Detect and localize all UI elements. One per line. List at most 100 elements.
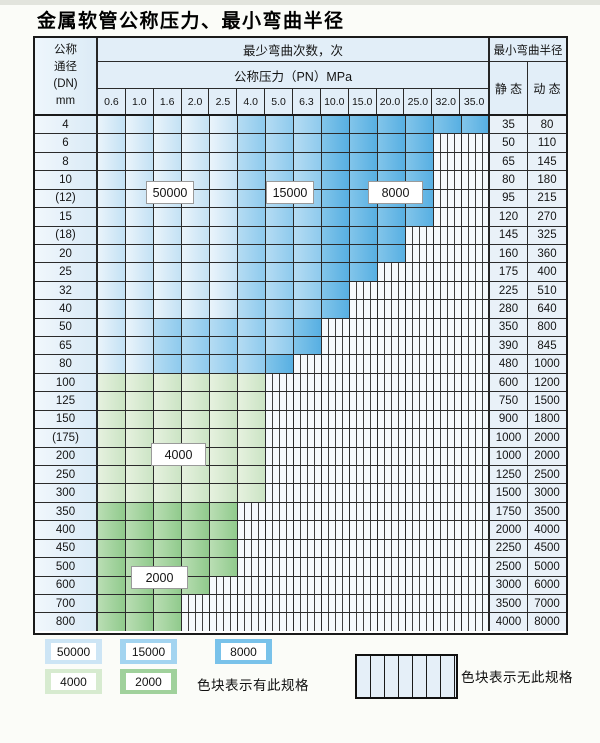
dynamic-radius-cell: 640 [528,300,566,318]
table-row: (18) 145 325 [35,226,566,245]
no-spec-cell [294,558,322,576]
dn-cell: 400 [35,521,98,539]
no-spec-cell [434,429,462,447]
dn-cell: 500 [35,558,98,576]
spec-cell [266,263,294,281]
spec-cell [294,263,322,281]
spec-cell [322,263,350,281]
no-spec-cell [462,337,490,355]
table-row: 125 750 1500 [35,392,566,411]
spec-cell [210,447,238,466]
no-spec-cell [350,392,378,410]
spec-cell [238,244,266,263]
no-spec-cell [294,429,322,447]
table-row: 500 2500 5000 [35,558,566,577]
no-spec-cell [462,171,490,189]
no-spec-cell [322,576,350,594]
table-row: 200 1000 2000 [35,447,566,467]
no-spec-cell [462,576,490,594]
no-spec-cell [322,373,350,392]
table-row: 800 4000 8000 [35,613,566,631]
no-spec-cell [238,576,266,594]
no-spec-cell [266,576,294,594]
pressure-columns-row: 0.6 1.0 1.6 2.0 2.5 4.0 5.0 6.3 10.0 15.0 20.0 25.0… [98,89,488,114]
spec-cell [154,244,182,263]
static-radius-cell: 2250 [490,539,528,558]
spec-cell [154,134,182,152]
spec-cell [126,318,154,337]
spec-cell [154,410,182,429]
static-radius-cell: 4000 [490,613,528,631]
spec-cell [294,300,322,318]
dn-cell: 6 [35,134,98,152]
spec-cell [182,116,210,134]
dn-cell: 450 [35,539,98,558]
no-spec-cell [462,594,490,613]
dynamic-radius-cell: 110 [528,134,566,152]
spec-cell [350,116,378,134]
dynamic-radius-cell: 845 [528,337,566,355]
spec-cell [154,226,182,244]
spec-cell [126,208,154,226]
static-radius-cell: 1000 [490,447,528,466]
spec-cell [434,116,462,134]
static-radius-cell: 120 [490,208,528,226]
spec-cell [406,152,434,171]
dn-cell: (12) [35,189,98,208]
spec-cell [266,337,294,355]
no-spec-cell [322,521,350,539]
spec-cell [322,208,350,226]
spec-cell [266,226,294,244]
pressure-col-header: 4.0 [237,89,266,114]
table-row: 250 1250 2500 [35,466,566,485]
pressure-col-header: 32.0 [432,89,461,114]
no-spec-cell [406,281,434,300]
no-spec-cell [462,152,490,171]
no-spec-cell [294,392,322,410]
spec-cell [154,466,182,484]
spec-cell [266,134,294,152]
spec-cell [238,429,266,447]
no-spec-cell [350,337,378,355]
spec-cell [98,134,126,152]
spec-cell [98,281,126,300]
spec-cell [266,281,294,300]
no-spec-cell [378,594,406,613]
region-label-4000: 4000 [151,443,206,466]
spec-cell [238,263,266,281]
no-spec-cell [462,134,490,152]
no-spec-cell [350,576,378,594]
spec-cell [238,281,266,300]
no-spec-cell [434,521,462,539]
spec-cell [154,263,182,281]
spec-cell [238,373,266,392]
dynamic-column-header: 动 态 [533,81,561,96]
spec-cell [350,152,378,171]
dn-cell: 20 [35,244,98,263]
no-spec-cell [406,466,434,484]
dynamic-radius-cell: 7000 [528,594,566,613]
legend-swatch-label: 50000 [51,643,96,660]
spec-cell [210,429,238,447]
no-spec-cell [406,576,434,594]
static-radius-cell: 1000 [490,429,528,447]
no-spec-cell [434,263,462,281]
no-spec-cell [462,208,490,226]
dynamic-radius-cell: 3500 [528,502,566,521]
spec-cell [210,300,238,318]
no-spec-cell [406,539,434,558]
spec-cell [98,466,126,484]
no-spec-cell [378,539,406,558]
spec-cell [182,281,210,300]
spec-cell [98,373,126,392]
static-radius-cell: 390 [490,337,528,355]
static-radius-cell: 35 [490,116,528,134]
spec-cell [266,300,294,318]
no-spec-cell [406,410,434,429]
no-spec-cell [238,539,266,558]
no-spec-cell [434,539,462,558]
legend-swatch-2000: 2000 [120,669,177,694]
spec-cell [322,171,350,189]
static-radius-cell: 95 [490,189,528,208]
no-spec-cell [434,410,462,429]
